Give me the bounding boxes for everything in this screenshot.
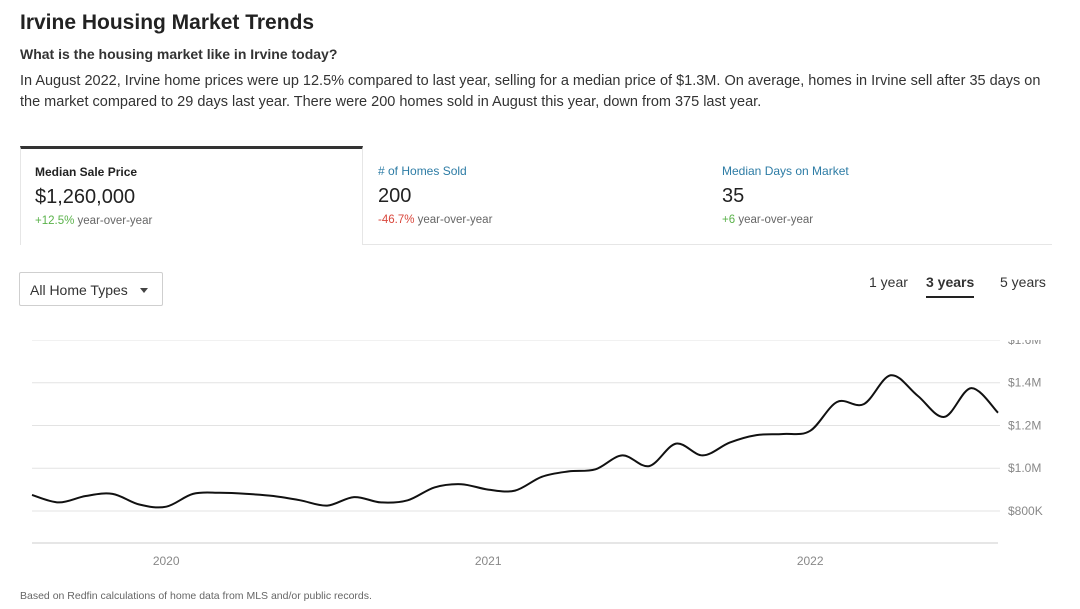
data-point — [111, 492, 115, 496]
change-suffix: year-over-year — [735, 214, 814, 226]
y-tick-label: $1.4M — [1008, 376, 1041, 390]
tab-label: # of Homes Sold — [378, 164, 467, 178]
x-tick-label: 2020 — [153, 554, 180, 568]
median-price-chart: $800K $1.0M $1.2M $1.4M $1.6M 2020 2021 2022 — [30, 340, 1043, 568]
caret-down-icon — [140, 288, 148, 293]
data-point — [245, 492, 249, 496]
change-value: -46.7% — [378, 214, 415, 226]
tab-change: -46.7% year-over-year — [378, 214, 693, 226]
range-5-years[interactable]: 5 years — [1000, 274, 1046, 290]
tab-days-on-market[interactable]: Median Days on Market 35 +6 year-over-ye… — [708, 146, 1051, 242]
metric-tabs: Median Sale Price $1,260,000 +12.5% year… — [20, 146, 1052, 245]
data-point — [996, 411, 1000, 415]
data-point — [701, 453, 705, 457]
data-point — [808, 429, 812, 433]
data-point — [433, 485, 437, 489]
data-point — [728, 441, 732, 445]
y-tick-label: $800K — [1008, 504, 1043, 518]
data-point — [889, 373, 893, 377]
data-point — [325, 504, 329, 508]
range-1-year[interactable]: 1 year — [869, 274, 908, 290]
tab-label: Median Days on Market — [722, 164, 849, 178]
data-point — [755, 433, 759, 437]
data-point — [30, 493, 34, 497]
data-source-footnote: Based on Redfin calculations of home dat… — [20, 590, 372, 602]
section-question: What is the housing market like in Irvin… — [20, 46, 338, 62]
data-point — [379, 500, 383, 504]
data-point — [969, 386, 973, 390]
data-point — [781, 432, 785, 436]
change-value: +6 — [722, 214, 736, 226]
data-point — [674, 442, 678, 446]
data-point — [916, 394, 920, 398]
data-point — [486, 488, 490, 492]
home-type-dropdown[interactable]: All Home Types — [19, 272, 163, 306]
data-point — [459, 482, 463, 486]
change-suffix: year-over-year — [74, 215, 153, 227]
tab-median-sale-price[interactable]: Median Sale Price $1,260,000 +12.5% year… — [20, 146, 363, 245]
change-value: +12.5% — [35, 215, 75, 227]
data-point — [218, 491, 222, 495]
median-price-line — [31, 374, 999, 509]
y-tick-label: $1.0M — [1008, 461, 1041, 475]
data-point — [272, 494, 276, 498]
market-summary: In August 2022, Irvine home prices were … — [20, 73, 1041, 110]
home-type-selected: All Home Types — [30, 282, 128, 298]
data-point — [567, 469, 571, 473]
tab-value: 35 — [722, 185, 745, 207]
data-point — [540, 475, 544, 479]
data-point — [57, 500, 61, 504]
range-3-years[interactable]: 3 years — [926, 274, 975, 298]
data-point — [513, 489, 517, 493]
y-tick-label: $1.6M — [1008, 340, 1041, 347]
data-point — [594, 467, 598, 471]
tab-label: Median Sale Price — [35, 165, 138, 179]
tab-homes-sold[interactable]: # of Homes Sold 200 -46.7% year-over-yea… — [364, 146, 707, 242]
data-point — [164, 505, 168, 509]
data-point — [191, 492, 195, 496]
data-point — [137, 503, 141, 507]
data-point — [298, 498, 302, 502]
data-point — [406, 498, 410, 502]
page-title: Irvine Housing Market Trends — [20, 11, 315, 34]
y-tick-label: $1.2M — [1008, 418, 1041, 432]
tab-value: 200 — [378, 185, 412, 207]
data-point — [647, 464, 651, 468]
x-tick-label: 2021 — [475, 554, 502, 568]
data-point — [84, 494, 88, 498]
tab-change: +6 year-over-year — [722, 214, 1037, 226]
tab-value: $1,260,000 — [35, 186, 136, 208]
change-suffix: year-over-year — [414, 214, 493, 226]
data-point — [620, 453, 624, 457]
data-point — [835, 400, 839, 404]
data-point — [942, 415, 946, 419]
data-point — [352, 495, 356, 499]
x-tick-label: 2022 — [797, 554, 824, 568]
tab-change: +12.5% year-over-year — [35, 215, 348, 227]
data-point — [862, 402, 866, 406]
